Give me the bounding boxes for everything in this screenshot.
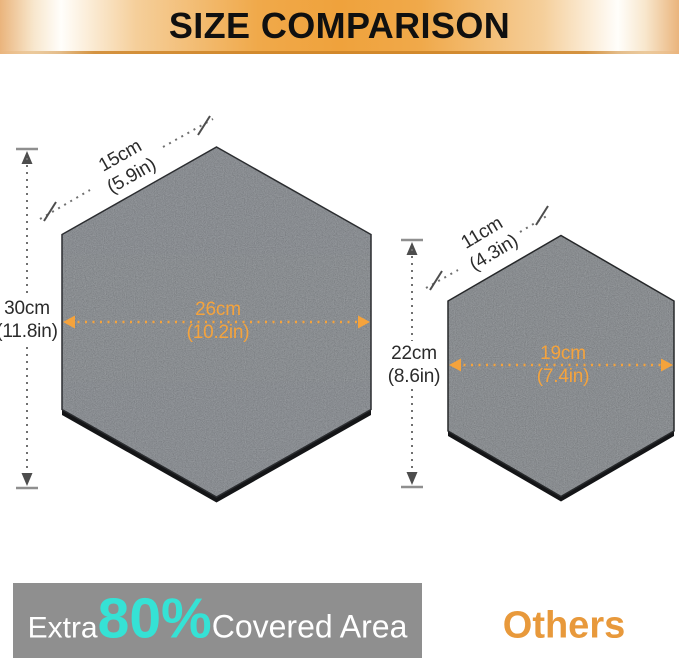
small-width-inch: (7.4in) <box>536 366 590 387</box>
large-width-cm: 26cm <box>195 299 241 320</box>
large-side-dimension-line <box>39 115 214 222</box>
small-width-cm: 19cm <box>540 343 586 364</box>
banner-underline <box>0 51 679 54</box>
small-height-cm: 22cm <box>391 343 437 364</box>
small-width-dimension-line <box>449 358 673 372</box>
header-banner: SIZE COMPARISON <box>0 0 679 54</box>
large-height-dimension-line <box>16 147 38 490</box>
page-title: SIZE COMPARISON <box>168 5 511 47</box>
small-height-dimension-label: 22cm (8.6in) <box>384 341 444 389</box>
coverage-covered-label: Covered Area <box>211 607 408 644</box>
large-width-dimension-label: 26cm (10.2in) <box>187 298 250 344</box>
large-width-inch: (10.2in) <box>186 322 250 343</box>
small-height-inch: (8.6in) <box>387 366 441 387</box>
small-side-dimension-line <box>425 205 551 291</box>
large-width-dimension-line <box>63 315 370 329</box>
large-height-dimension-label: 30cm (11.8in) <box>0 296 61 344</box>
coverage-text: Extra80%Covered Area <box>28 585 408 651</box>
small-width-dimension-label: 19cm (7.4in) <box>536 342 590 388</box>
large-height-cm: 30cm <box>4 298 50 319</box>
coverage-callout-box: Extra80%Covered Area <box>13 583 422 658</box>
coverage-extra-label: Extra <box>27 610 98 644</box>
coverage-percent-value: 80% <box>97 585 212 650</box>
large-height-inch: (11.8in) <box>0 321 58 342</box>
others-label: Others <box>502 604 626 647</box>
